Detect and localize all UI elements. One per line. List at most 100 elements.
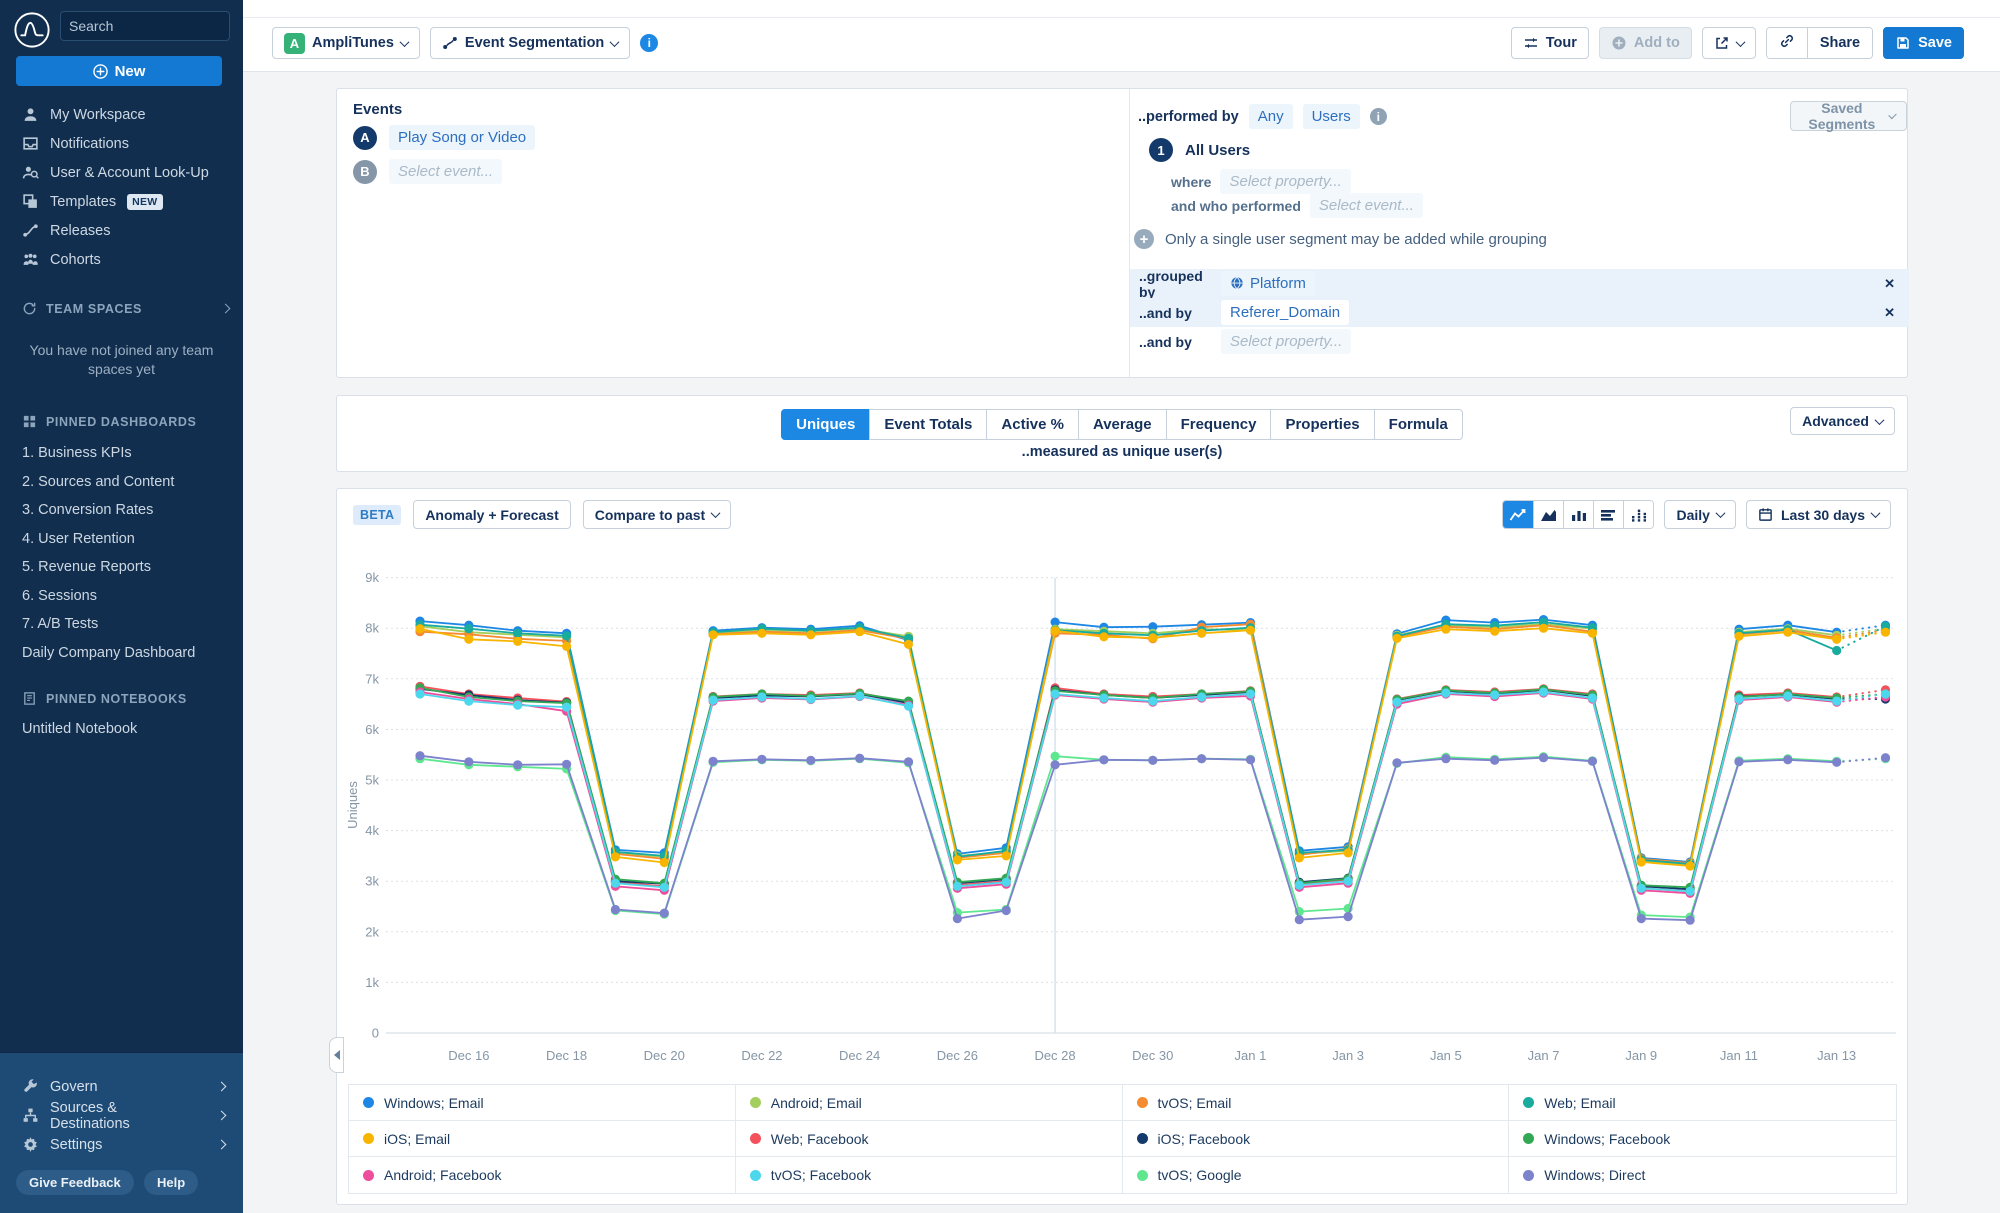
help-button[interactable]: Help [144, 1170, 198, 1195]
series-web-facebook[interactable] [415, 682, 1890, 896]
group-by-value: Platform [1250, 275, 1306, 292]
new-button[interactable]: New [16, 56, 222, 86]
legend-label: Windows; Direct [1544, 1167, 1645, 1183]
event-a-selector[interactable]: Play Song or Video [389, 125, 535, 150]
legend-item-ios-facebook[interactable]: iOS; Facebook [1123, 1121, 1510, 1157]
sidebar-item-cohorts[interactable]: Cohorts [0, 245, 243, 274]
series-android-email[interactable] [415, 620, 1890, 870]
legend-label: tvOS; Email [1158, 1095, 1232, 1111]
legend-item-tvos-facebook[interactable]: tvOS; Facebook [736, 1157, 1123, 1193]
series-ios-facebook[interactable] [415, 684, 1890, 894]
project-selector-button[interactable]: A AmpliTunes [272, 27, 420, 59]
dashboard-link-6-sessions[interactable]: 6. Sessions [0, 582, 243, 611]
who-event-selector[interactable]: Select event... [1310, 193, 1423, 218]
tab-average[interactable]: Average [1078, 409, 1167, 440]
pinned-dashboards-header: PINNED DASHBOARDS [22, 414, 229, 429]
collapse-panel-tab[interactable] [329, 1037, 344, 1073]
legend-item-windows-direct[interactable]: Windows; Direct [1509, 1157, 1896, 1193]
tab-properties[interactable]: Properties [1270, 409, 1374, 440]
export-button[interactable] [1702, 27, 1756, 59]
event-b-selector[interactable]: Select event... [389, 159, 502, 184]
chart-type-selector-button[interactable]: Event Segmentation [430, 27, 630, 59]
stacked-dots-chart-icon[interactable] [1623, 501, 1653, 528]
tab-uniques[interactable]: Uniques [781, 409, 870, 440]
legend-item-ios-email[interactable]: iOS; Email [349, 1121, 736, 1157]
any-selector[interactable]: Any [1249, 104, 1293, 129]
compare-to-past-button[interactable]: Compare to past [583, 500, 731, 529]
series-tvos-google[interactable] [415, 752, 1890, 922]
series-ios-email[interactable] [415, 624, 1890, 871]
segmentation-line-chart[interactable]: 01k2k3k4k5k6k7k8k9kDec 16Dec 18Dec 20Dec… [337, 489, 1907, 1079]
dashboard-link-3-conversion-rates[interactable]: 3. Conversion Rates [0, 496, 243, 525]
dashboard-link-4-user-retention[interactable]: 4. User Retention [0, 525, 243, 554]
legend-item-web-email[interactable]: Web; Email [1509, 1085, 1896, 1121]
info-icon[interactable]: i [1370, 108, 1387, 125]
legend-item-tvos-google[interactable]: tvOS; Google [1123, 1157, 1510, 1193]
legend-item-web-facebook[interactable]: Web; Facebook [736, 1121, 1123, 1157]
sidebar-item-settings[interactable]: Settings [0, 1130, 243, 1159]
sidebar-item-my-workspace[interactable]: My Workspace [0, 100, 243, 129]
sidebar: New My WorkspaceNotificationsUser & Acco… [0, 0, 243, 1213]
series-windows-email[interactable] [415, 615, 1890, 867]
remove-group-icon[interactable]: ✕ [1884, 305, 1895, 321]
tab-frequency[interactable]: Frequency [1166, 409, 1272, 440]
group-by-platform-chip[interactable]: Platform [1221, 271, 1315, 296]
copy-link-button[interactable] [1767, 28, 1807, 58]
dashboard-link-5-revenue-reports[interactable]: 5. Revenue Reports [0, 553, 243, 582]
give-feedback-button[interactable]: Give Feedback [16, 1170, 134, 1195]
anomaly-forecast-button[interactable]: Anomaly + Forecast [413, 500, 570, 529]
tab-active[interactable]: Active % [986, 409, 1079, 440]
series-tvos-facebook[interactable] [415, 687, 1890, 896]
sidebar-item-govern[interactable]: Govern [0, 1072, 243, 1101]
svg-text:Jan 3: Jan 3 [1332, 1048, 1364, 1063]
series-android-facebook[interactable] [415, 687, 1890, 898]
team-spaces-header[interactable]: TEAM SPACES [22, 301, 229, 316]
sidebar-item-user-account-look-up[interactable]: User & Account Look-Up [0, 158, 243, 187]
series-windows-facebook[interactable] [415, 683, 1890, 892]
bar-chart-icon[interactable] [1563, 501, 1593, 528]
legend-item-tvos-email[interactable]: tvOS; Email [1123, 1085, 1510, 1121]
dashboard-link-2-sources-and-content[interactable]: 2. Sources and Content [0, 468, 243, 497]
sidebar-item-releases[interactable]: Releases [0, 216, 243, 245]
sidebar-item-sources-destinations[interactable]: Sources & Destinations [0, 1101, 243, 1130]
series-tvos-email[interactable] [415, 620, 1890, 868]
share-button[interactable]: Share [1807, 28, 1872, 58]
legend-item-windows-facebook[interactable]: Windows; Facebook [1509, 1121, 1896, 1157]
notebook-link-untitled-notebook[interactable]: Untitled Notebook [0, 715, 243, 744]
dashboard-link-1-business-kpis[interactable]: 1. Business KPIs [0, 439, 243, 468]
series-windows-direct[interactable] [415, 751, 1890, 925]
area-chart-icon[interactable] [1533, 501, 1563, 528]
line-chart-icon[interactable] [1503, 501, 1533, 528]
interval-selector-button[interactable]: Daily [1664, 500, 1735, 529]
legend-item-windows-email[interactable]: Windows; Email [349, 1085, 736, 1121]
tab-event-totals[interactable]: Event Totals [869, 409, 987, 440]
legend-dot [1137, 1097, 1148, 1108]
horizontal-bar-chart-icon[interactable] [1593, 501, 1623, 528]
dashboard-link-daily-company-dashboard[interactable]: Daily Company Dashboard [0, 639, 243, 668]
legend-item-android-facebook[interactable]: Android; Facebook [349, 1157, 736, 1193]
add-to-button[interactable]: Add to [1599, 27, 1692, 59]
legend-item-android-email[interactable]: Android; Email [736, 1085, 1123, 1121]
advanced-button[interactable]: Advanced [1790, 407, 1895, 435]
segment-number-badge: 1 [1149, 138, 1173, 162]
series-web-email[interactable] [415, 618, 1890, 869]
amplitude-logo-icon[interactable] [13, 11, 51, 49]
remove-group-icon[interactable]: ✕ [1884, 276, 1895, 292]
save-button[interactable]: Save [1883, 27, 1964, 59]
group-by-property-selector[interactable]: Select property... [1221, 329, 1351, 354]
dashboard-link-7-a-b-tests[interactable]: 7. A/B Tests [0, 610, 243, 639]
users-selector[interactable]: Users [1303, 104, 1360, 129]
tour-button[interactable]: Tour [1511, 27, 1589, 59]
date-range-button[interactable]: Last 30 days [1746, 500, 1891, 529]
info-icon[interactable]: i [640, 34, 658, 52]
tour-label: Tour [1546, 35, 1577, 51]
sidebar-item-notifications[interactable]: Notifications [0, 129, 243, 158]
group-by-referer-chip[interactable]: Referer_Domain [1221, 300, 1349, 325]
new-badge: NEW [127, 194, 162, 210]
saved-segments-button[interactable]: Saved Segments [1790, 101, 1907, 131]
tab-formula[interactable]: Formula [1374, 409, 1463, 440]
search-input[interactable] [61, 18, 258, 34]
where-property-selector[interactable]: Select property... [1220, 169, 1350, 194]
sidebar-item-templates[interactable]: TemplatesNEW [0, 187, 243, 216]
add-segment-icon[interactable]: + [1134, 229, 1154, 249]
